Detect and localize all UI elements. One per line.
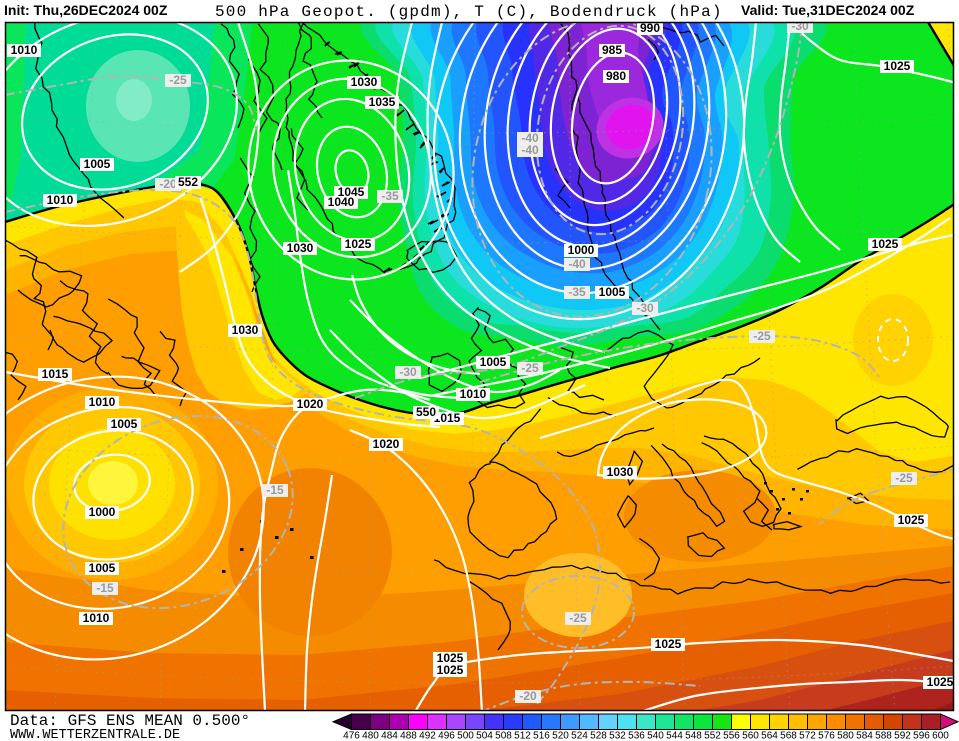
svg-text:1025: 1025 [872, 237, 899, 251]
svg-text:1015: 1015 [42, 367, 69, 381]
svg-text:528: 528 [590, 731, 607, 741]
svg-text:Valid: Tue,31DEC2024 00Z: Valid: Tue,31DEC2024 00Z [741, 2, 915, 18]
svg-text:-40: -40 [521, 143, 539, 157]
svg-text:540: 540 [647, 731, 664, 741]
svg-text:990: 990 [640, 21, 660, 35]
svg-text:550: 550 [416, 405, 436, 419]
svg-text:548: 548 [685, 731, 702, 741]
svg-text:-20: -20 [159, 177, 177, 191]
svg-text:Data: GFS ENS MEAN 0.500°: Data: GFS ENS MEAN 0.500° [10, 712, 250, 730]
svg-text:-30: -30 [791, 19, 809, 33]
svg-text:-25: -25 [521, 361, 539, 375]
svg-text:1030: 1030 [287, 241, 314, 255]
svg-text:1025: 1025 [884, 59, 911, 73]
svg-text:WWW.WETTERZENTRALE.DE: WWW.WETTERZENTRALE.DE [10, 728, 180, 741]
svg-text:560: 560 [742, 731, 759, 741]
svg-text:596: 596 [913, 731, 930, 741]
svg-text:516: 516 [533, 731, 550, 741]
svg-text:520: 520 [552, 731, 569, 741]
svg-text:980: 980 [606, 69, 626, 83]
svg-text:1030: 1030 [351, 75, 378, 89]
svg-text:536: 536 [628, 731, 645, 741]
svg-text:500: 500 [457, 731, 474, 741]
svg-text:-40: -40 [568, 257, 586, 271]
svg-text:1015: 1015 [434, 411, 461, 425]
svg-text:556: 556 [723, 731, 740, 741]
svg-text:1020: 1020 [297, 397, 324, 411]
svg-text:1030: 1030 [232, 323, 259, 337]
svg-text:1005: 1005 [111, 417, 138, 431]
svg-text:592: 592 [894, 731, 911, 741]
svg-text:500 hPa Geopot. (gpdm), T (C),: 500 hPa Geopot. (gpdm), T (C), Bodendruc… [215, 3, 723, 21]
svg-text:1045: 1045 [338, 185, 365, 199]
svg-text:1040: 1040 [328, 195, 355, 209]
svg-text:532: 532 [609, 731, 626, 741]
svg-text:572: 572 [799, 731, 816, 741]
svg-text:568: 568 [780, 731, 797, 741]
svg-text:-25: -25 [169, 73, 187, 87]
svg-text:-25: -25 [895, 471, 913, 485]
svg-text:552: 552 [704, 731, 721, 741]
svg-text:512: 512 [514, 731, 531, 741]
svg-text:-15: -15 [96, 581, 114, 595]
svg-text:600: 600 [932, 731, 949, 741]
svg-text:476: 476 [343, 731, 360, 741]
svg-text:524: 524 [571, 731, 588, 741]
svg-text:1025: 1025 [345, 237, 372, 251]
svg-text:492: 492 [419, 731, 436, 741]
svg-text:584: 584 [856, 731, 873, 741]
svg-text:-35: -35 [381, 189, 399, 203]
svg-text:1005: 1005 [599, 285, 626, 299]
svg-text:552: 552 [178, 175, 198, 189]
svg-text:1005: 1005 [84, 157, 111, 171]
svg-text:-30: -30 [399, 365, 417, 379]
svg-text:580: 580 [837, 731, 854, 741]
svg-text:1025: 1025 [898, 513, 925, 527]
svg-text:-20: -20 [519, 689, 537, 703]
svg-text:-35: -35 [568, 285, 586, 299]
svg-text:1010: 1010 [89, 395, 116, 409]
svg-text:1025: 1025 [655, 637, 682, 651]
svg-text:-15: -15 [266, 483, 284, 497]
svg-text:1005: 1005 [480, 355, 507, 369]
svg-text:508: 508 [495, 731, 512, 741]
svg-text:1025: 1025 [437, 663, 464, 677]
svg-text:-25: -25 [569, 611, 587, 625]
svg-text:1010: 1010 [460, 387, 487, 401]
svg-text:1005: 1005 [89, 561, 116, 575]
svg-text:588: 588 [875, 731, 892, 741]
svg-text:1030: 1030 [607, 465, 634, 479]
svg-text:1025: 1025 [927, 675, 954, 689]
svg-text:1010: 1010 [11, 43, 38, 57]
svg-text:480: 480 [362, 731, 379, 741]
svg-text:496: 496 [438, 731, 455, 741]
svg-text:544: 544 [666, 731, 683, 741]
svg-text:985: 985 [602, 43, 622, 57]
svg-text:1035: 1035 [369, 95, 396, 109]
svg-text:504: 504 [476, 731, 493, 741]
svg-text:-40: -40 [521, 131, 539, 145]
svg-text:576: 576 [818, 731, 835, 741]
svg-text:484: 484 [381, 731, 398, 741]
svg-text:1010: 1010 [83, 611, 110, 625]
svg-text:1020: 1020 [373, 437, 400, 451]
svg-text:488: 488 [400, 731, 417, 741]
svg-text:-25: -25 [753, 329, 771, 343]
svg-text:1000: 1000 [89, 505, 116, 519]
svg-text:1000: 1000 [568, 243, 595, 257]
svg-text:-30: -30 [636, 301, 654, 315]
svg-text:1010: 1010 [47, 193, 74, 207]
svg-text:1025: 1025 [437, 651, 464, 665]
svg-text:564: 564 [761, 731, 778, 741]
svg-text:Init: Thu,26DEC2024 00Z: Init: Thu,26DEC2024 00Z [4, 2, 168, 18]
